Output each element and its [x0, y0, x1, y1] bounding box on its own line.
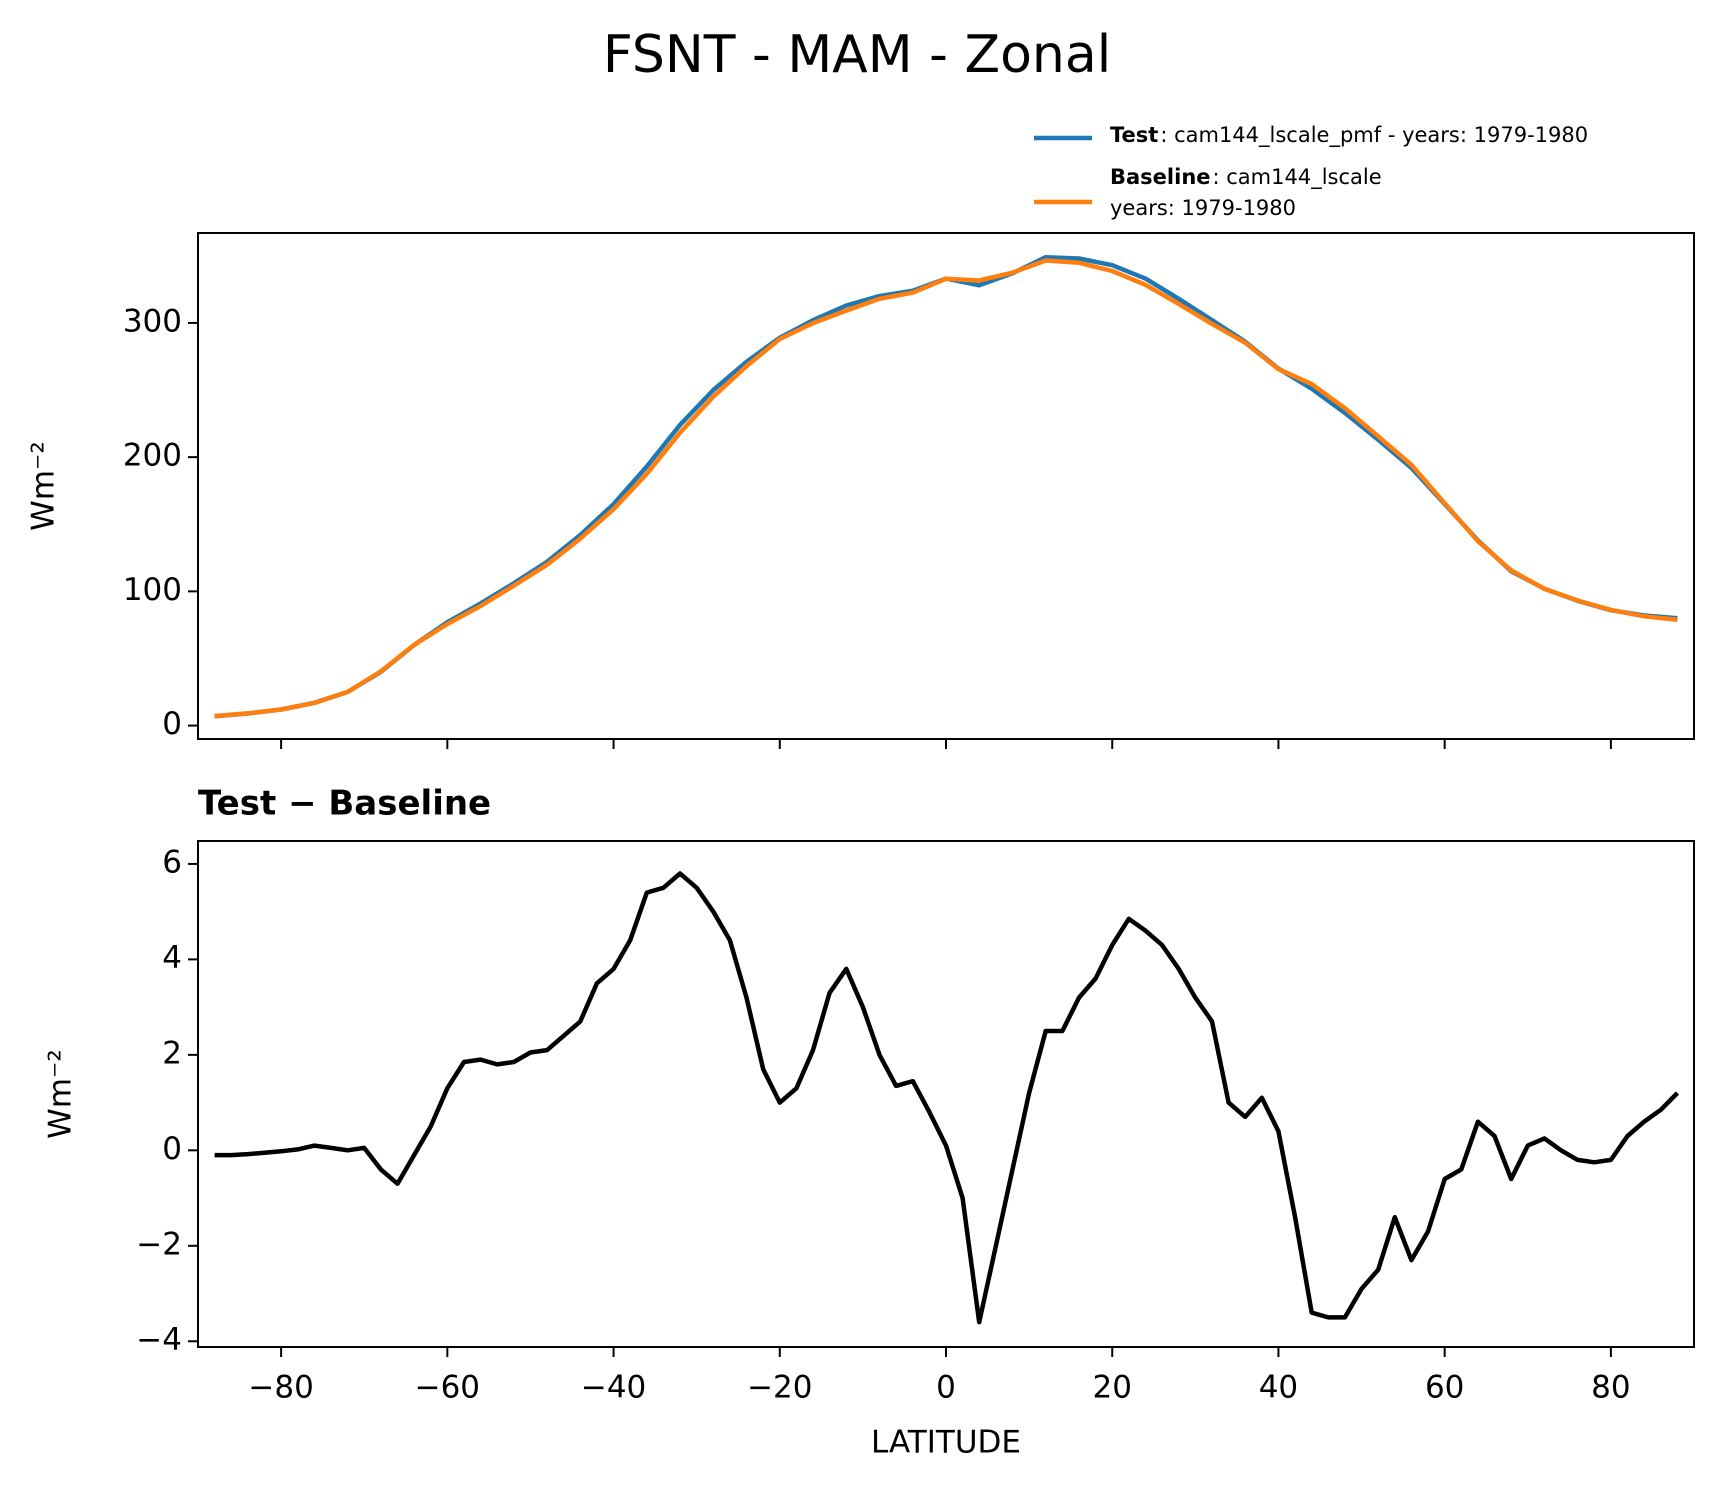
legend-text: : cam144_lscale_pmf - years: 1979-1980	[1160, 123, 1588, 148]
y-tick-label: 6	[162, 844, 182, 880]
y-tick-label: −2	[136, 1226, 182, 1262]
x-tick-label: 80	[1591, 1370, 1630, 1406]
legend-text: years: 1979-1980	[1110, 196, 1296, 220]
legend-name: Test	[1110, 123, 1158, 147]
legend-name: Baseline	[1110, 165, 1211, 189]
data-line	[214, 871, 1680, 1325]
y-tick-label: 100	[123, 572, 182, 608]
data-line	[214, 258, 1678, 719]
legend-text: : cam144_lscale	[1213, 165, 1382, 190]
axes-frame	[197, 232, 1695, 740]
x-tick-label: 0	[936, 1370, 956, 1406]
y-axis-label: Wm⁻²	[43, 1049, 79, 1139]
y-tick-label: 200	[123, 438, 182, 474]
subplot-title: Test − Baseline	[198, 784, 491, 824]
y-tick-label: 300	[123, 303, 182, 339]
y-tick-label: 2	[162, 1035, 182, 1071]
y-tick-label: 0	[162, 706, 182, 742]
x-tick-label: 60	[1425, 1370, 1464, 1406]
x-tick-label: 20	[1092, 1370, 1131, 1406]
y-tick-label: 0	[162, 1131, 182, 1167]
x-tick-label: 40	[1259, 1370, 1298, 1406]
x-tick-label: −20	[747, 1370, 812, 1406]
y-tick-label: −4	[136, 1322, 182, 1358]
x-axis-label: LATITUDE	[871, 1425, 1021, 1461]
data-line	[214, 254, 1678, 719]
y-tick-label: 4	[162, 940, 182, 976]
x-tick-label: −80	[248, 1370, 313, 1406]
chart-title: FSNT - MAM - Zonal	[603, 25, 1111, 85]
x-tick-label: −40	[581, 1370, 646, 1406]
x-tick-label: −60	[415, 1370, 480, 1406]
axes-frame	[197, 840, 1695, 1348]
y-axis-label: Wm⁻²	[26, 441, 62, 531]
